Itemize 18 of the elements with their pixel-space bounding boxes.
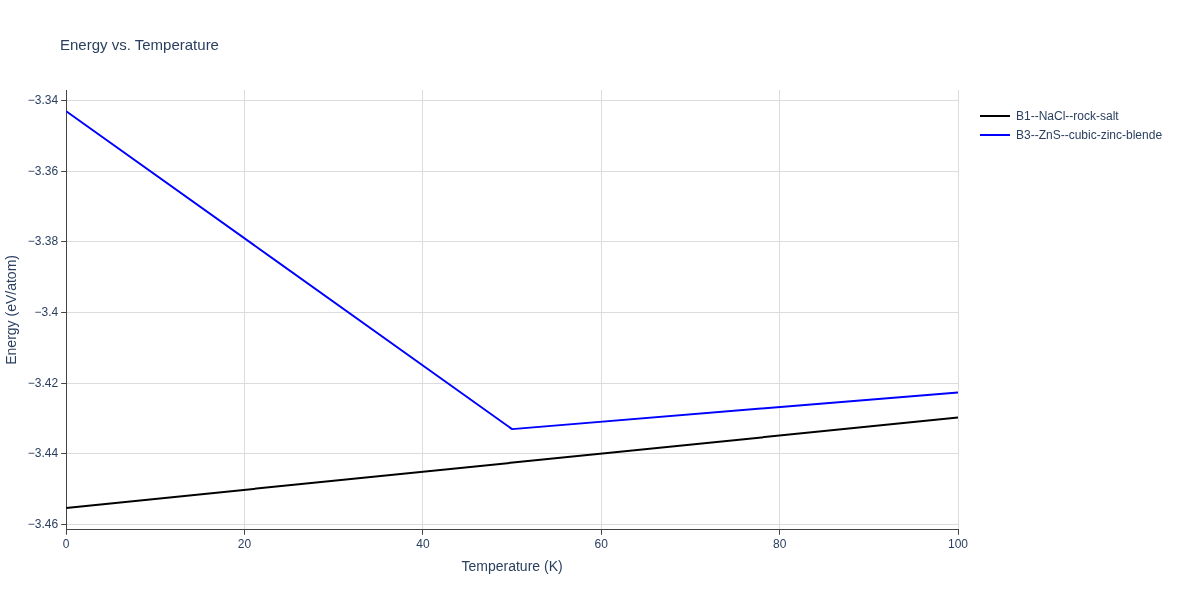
x-axis-title: Temperature (K) (461, 558, 563, 575)
x-tick-label: 0 (62, 537, 70, 552)
y-axis-title: Energy (eV/atom) (3, 255, 20, 365)
x-tick-label: 80 (772, 537, 787, 552)
legend-label: B3--ZnS--cubic-zinc-blende (1016, 127, 1163, 142)
y-tick-label: −3.42 (27, 375, 59, 390)
x-tick-label: 40 (416, 537, 430, 552)
y-tick-label: −3.34 (27, 92, 59, 107)
x-tick-label: 60 (594, 537, 609, 552)
legend-label: B1--NaCl--rock-salt (1016, 108, 1119, 123)
x-tick-label: 20 (237, 537, 252, 552)
y-tick-label: −3.38 (27, 234, 59, 249)
x-tick-label: 100 (947, 537, 969, 552)
y-tick-label: −3.36 (27, 163, 59, 178)
y-tick-label: −3.4 (34, 304, 59, 319)
y-tick-label: −3.46 (27, 516, 59, 531)
y-tick-label: −3.44 (27, 446, 59, 461)
chart-title: Energy vs. Temperature (60, 36, 219, 53)
